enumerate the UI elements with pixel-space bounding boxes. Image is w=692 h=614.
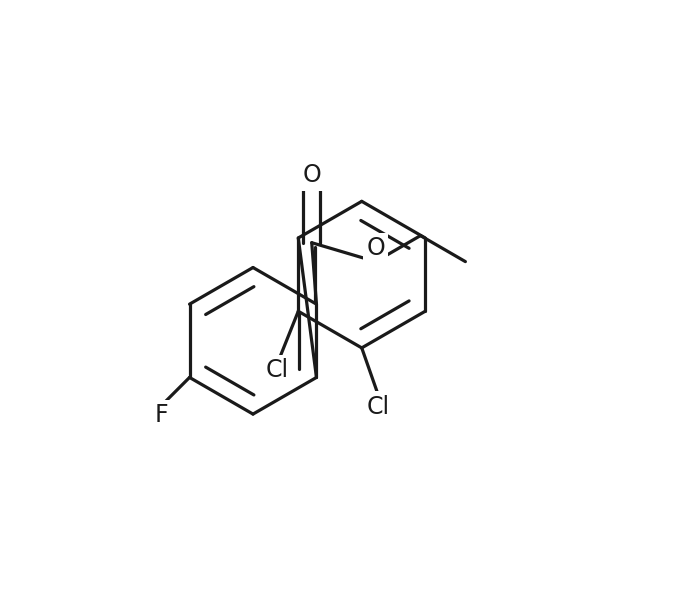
Text: Cl: Cl: [266, 359, 289, 383]
Text: O: O: [366, 236, 385, 260]
Text: O: O: [302, 163, 321, 187]
Text: F: F: [154, 403, 168, 427]
Text: Cl: Cl: [367, 395, 390, 419]
